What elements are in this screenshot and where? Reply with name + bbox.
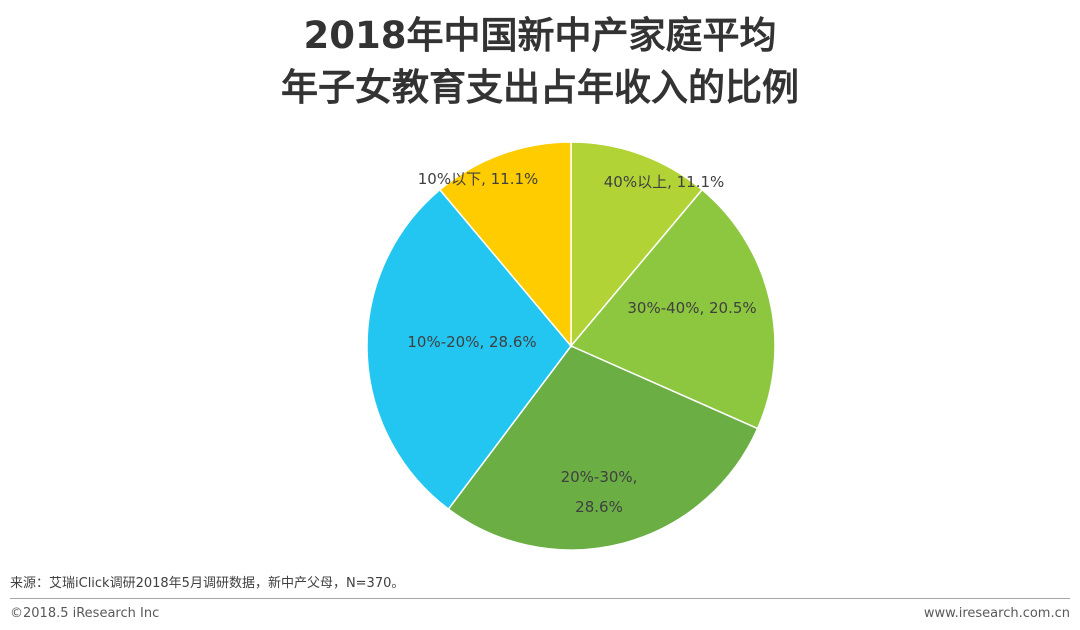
chart-title-line-1: 2018年中国新中产家庭平均 [303,14,777,57]
source-note: 来源：艾瑞iClick调研2018年5月调研数据，新中产父母，N=370。 [10,576,405,591]
pie-slice-label-5: 10%以下, 11.1% [418,170,539,188]
pie-slice-3 [447,345,759,551]
pie-slice-4 [366,188,572,511]
pie-slice-2 [569,188,776,430]
pie-slice-5 [438,141,572,349]
copyright-text: ©2018.5 iResearch Inc [10,606,160,621]
chart-title-line-2: 年子女教育支出占年收入的比例 [281,66,799,109]
website-link[interactable]: www.iresearch.com.cn [923,606,1070,621]
chart-title: 2018年中国新中产家庭平均 年子女教育支出占年收入的比例 [0,10,1080,114]
pie-slice-label-2: 30%-40%, 20.5% [627,299,756,317]
pie-slice-label-4: 10%-20%, 28.6% [407,333,536,351]
pie-slice-1 [570,141,704,349]
pie-slice-label-3: 20%-30%, 28.6% [561,468,638,516]
pie-slice-label-1: 40%以上, 11.1% [604,173,725,191]
footer-divider [10,598,1070,599]
